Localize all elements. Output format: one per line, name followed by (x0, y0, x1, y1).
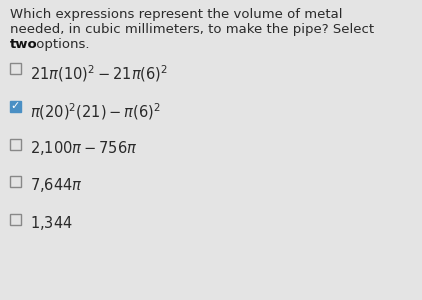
Text: needed, in cubic millimeters, to make the pipe? Select: needed, in cubic millimeters, to make th… (10, 23, 374, 36)
Text: options.: options. (32, 38, 89, 51)
Text: $1{,}344$: $1{,}344$ (30, 214, 73, 232)
FancyBboxPatch shape (10, 63, 21, 74)
FancyBboxPatch shape (10, 101, 21, 112)
FancyBboxPatch shape (10, 139, 21, 150)
Text: Which expressions represent the volume of metal: Which expressions represent the volume o… (10, 8, 343, 21)
Text: $2{,}100\pi-756\pi$: $2{,}100\pi-756\pi$ (30, 139, 138, 157)
FancyBboxPatch shape (10, 214, 21, 225)
Text: ✓: ✓ (11, 101, 20, 112)
Text: $7{,}644\pi$: $7{,}644\pi$ (30, 176, 83, 194)
Text: $\pi(20)^2(21)-\pi(6)^2$: $\pi(20)^2(21)-\pi(6)^2$ (30, 101, 161, 122)
Text: $21\pi(10)^2-21\pi(6)^2$: $21\pi(10)^2-21\pi(6)^2$ (30, 63, 168, 84)
Text: two: two (10, 38, 38, 51)
FancyBboxPatch shape (10, 176, 21, 187)
